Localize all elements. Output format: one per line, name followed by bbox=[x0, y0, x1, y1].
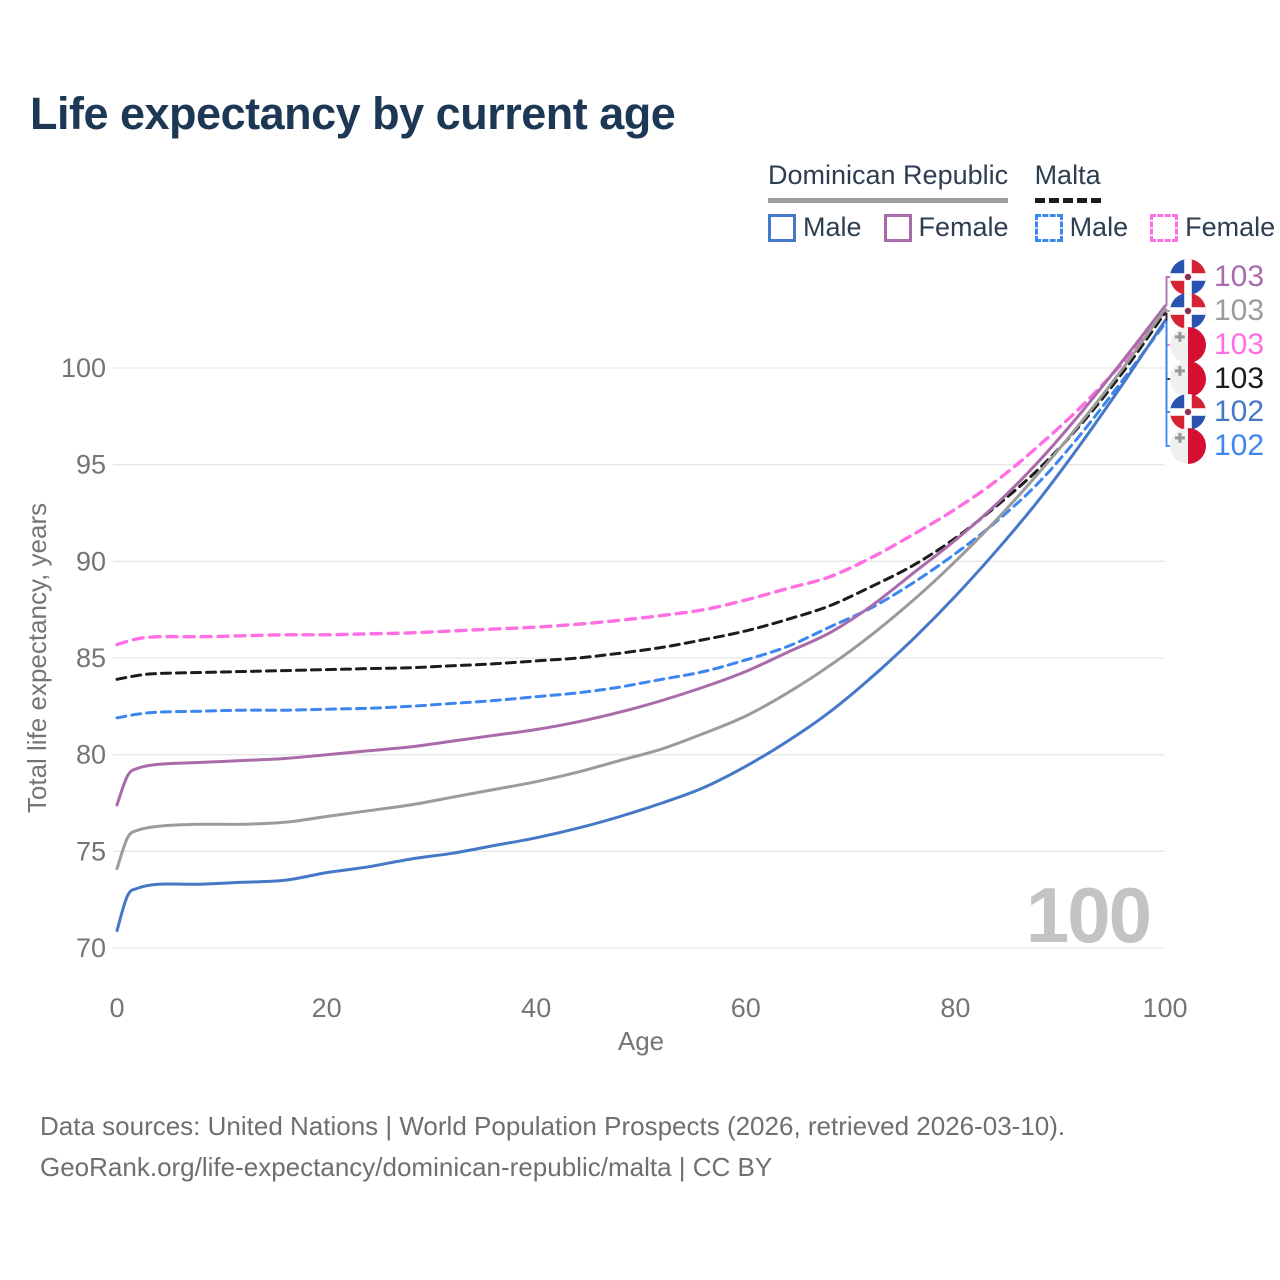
series-line-malta-male[interactable] bbox=[115, 322, 1167, 720]
end-label-malta-total: 103 bbox=[1170, 361, 1264, 397]
footer: Data sources: United Nations | World Pop… bbox=[40, 1106, 1065, 1188]
dr-female-swatch-icon bbox=[883, 213, 912, 242]
y-tick-label-70: 70 bbox=[76, 933, 106, 963]
y-tick-label-100: 100 bbox=[61, 353, 106, 383]
series-line-dr-male[interactable] bbox=[115, 319, 1167, 933]
malta-flag-icon bbox=[1170, 327, 1206, 363]
x-tick-label-60: 60 bbox=[731, 993, 761, 1023]
y-tick-label-75: 75 bbox=[76, 836, 106, 866]
end-label-value: 102 bbox=[1214, 395, 1265, 428]
legend-item-label: Female bbox=[918, 212, 1009, 242]
legend-item-dr-female[interactable]: Female bbox=[883, 212, 1009, 243]
end-label-value: 103 bbox=[1214, 328, 1265, 361]
series-line-malta-female[interactable] bbox=[115, 309, 1167, 647]
malta-male-swatch-icon bbox=[1034, 213, 1063, 242]
legend-group-dominican-republic: Dominican Republic Male Female bbox=[768, 160, 1009, 243]
legend-item-label: Male bbox=[1069, 212, 1129, 242]
data-sources-text: Data sources: United Nations | World Pop… bbox=[40, 1111, 1066, 1141]
legend-items-malta: Male Female bbox=[1034, 212, 1275, 243]
legend-item-label: Male bbox=[803, 212, 862, 242]
end-label-value: 103 bbox=[1214, 362, 1265, 395]
dominican-republic-flag-icon bbox=[1170, 394, 1206, 430]
legend-items-dominican-republic: Male Female bbox=[768, 212, 1009, 243]
end-label-dr-male: 102 bbox=[1170, 394, 1264, 430]
legend-header-malta[interactable]: Malta bbox=[1034, 160, 1101, 203]
y-tick-label-85: 85 bbox=[76, 643, 106, 673]
x-tick-label-100: 100 bbox=[1142, 993, 1187, 1023]
malta-female-swatch-icon bbox=[1150, 213, 1179, 242]
series-line-malta-total[interactable] bbox=[115, 311, 1167, 681]
y-tick-label-95: 95 bbox=[76, 450, 106, 480]
y-axis-title: Total life expectancy, years bbox=[22, 503, 52, 813]
age-counter-watermark: 100 bbox=[1025, 871, 1152, 959]
end-label-dr-female: 103 bbox=[1170, 259, 1264, 295]
x-tick-label-20: 20 bbox=[312, 993, 342, 1023]
legend-header-dominican-republic[interactable]: Dominican Republic bbox=[768, 160, 1009, 203]
legend-item-malta-male[interactable]: Male bbox=[1034, 212, 1129, 243]
dr-male-swatch-icon bbox=[768, 213, 796, 242]
legend-item-malta-female[interactable]: Female bbox=[1150, 212, 1275, 243]
dominican-republic-flag-icon bbox=[1170, 259, 1206, 295]
series-line-dr-female[interactable] bbox=[115, 304, 1167, 807]
legend: Dominican Republic Male Female Malta Mal… bbox=[768, 160, 1275, 243]
x-tick-label-40: 40 bbox=[521, 993, 551, 1023]
x-tick-label-80: 80 bbox=[940, 993, 970, 1023]
end-label-value: 103 bbox=[1214, 294, 1265, 327]
legend-item-dr-male[interactable]: Male bbox=[768, 212, 862, 243]
end-label-value: 102 bbox=[1214, 429, 1265, 462]
y-tick-label-90: 90 bbox=[76, 546, 106, 576]
dominican-republic-flag-icon bbox=[1170, 293, 1206, 329]
malta-flag-icon bbox=[1170, 361, 1206, 397]
x-tick-label-0: 0 bbox=[109, 993, 124, 1023]
malta-flag-icon bbox=[1170, 428, 1206, 464]
end-label-dr-total: 103 bbox=[1170, 293, 1264, 329]
end-label-malta-female: 103 bbox=[1170, 327, 1264, 363]
y-tick-label-80: 80 bbox=[76, 740, 106, 770]
end-label-malta-male: 102 bbox=[1170, 428, 1264, 464]
attribution-text: GeoRank.org/life-expectancy/dominican-re… bbox=[40, 1152, 773, 1182]
legend-item-label: Female bbox=[1185, 212, 1276, 242]
legend-group-malta: Malta Male Female bbox=[1034, 160, 1275, 243]
x-axis-title: Age bbox=[618, 1026, 664, 1056]
page-title: Life expectancy by current age bbox=[30, 88, 676, 139]
end-label-value: 103 bbox=[1214, 260, 1265, 293]
series-line-dr-total[interactable] bbox=[115, 307, 1167, 871]
